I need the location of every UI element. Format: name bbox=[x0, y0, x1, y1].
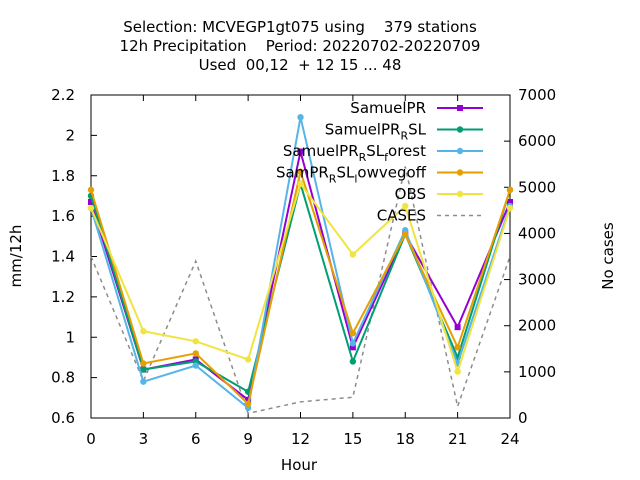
legend-marker bbox=[456, 126, 464, 133]
y2-tick-label: 7000 bbox=[518, 86, 556, 104]
chart-title: Selection: MCVEGP1gt075 using 379 statio… bbox=[120, 18, 481, 74]
data-point bbox=[297, 114, 304, 121]
data-point bbox=[140, 378, 147, 385]
data-point bbox=[140, 327, 147, 335]
data-point bbox=[454, 344, 461, 351]
y-axis-left: 0.6 0.8 1 1.2 1.4 1.6 1.8 2 2.2 bbox=[51, 86, 97, 427]
data-point bbox=[349, 251, 357, 258]
y-tick-label: 0.8 bbox=[51, 369, 75, 387]
legend: SamuelPR SamuelPRRSLSamuelPRRSLforestSamP… bbox=[276, 99, 483, 225]
data-point bbox=[87, 204, 95, 212]
y2-axis-label: No cases bbox=[599, 222, 617, 290]
legend-marker bbox=[456, 169, 464, 176]
x-tick-label: 0 bbox=[86, 430, 96, 448]
series-sampr-rsl-lowvegoff bbox=[87, 167, 514, 408]
x-axis-label: Hour bbox=[281, 456, 318, 474]
legend-marker bbox=[457, 105, 463, 111]
data-point bbox=[140, 360, 147, 367]
y-tick-label: 2 bbox=[65, 126, 75, 144]
data-point bbox=[506, 186, 514, 194]
y-axis-right: 0 1000 2000 3000 4000 5000 6000 7000 bbox=[504, 86, 556, 427]
y2-tick-label: 6000 bbox=[518, 132, 556, 150]
x-tick-label: 24 bbox=[500, 430, 519, 448]
legend-marker bbox=[456, 190, 464, 198]
y-tick-label: 2.2 bbox=[51, 86, 75, 104]
y-tick-label: 1 bbox=[65, 328, 75, 346]
y-tick-label: 0.6 bbox=[51, 409, 75, 427]
title-line-3: Used 00,12 + 12 15 ... 48 bbox=[199, 56, 402, 74]
x-tick-label: 6 bbox=[191, 430, 201, 448]
data-point bbox=[87, 186, 95, 194]
series-obs bbox=[87, 180, 514, 375]
data-point bbox=[297, 168, 304, 175]
title-line-1: Selection: MCVEGP1gt075 using 379 statio… bbox=[123, 18, 477, 36]
data-point bbox=[349, 330, 357, 337]
series-line-obs bbox=[90, 181, 511, 375]
title-line-2: 12h Precipitation Period: 20220702-20220… bbox=[120, 37, 481, 55]
data-point bbox=[349, 340, 357, 347]
data-point bbox=[349, 358, 357, 365]
x-axis: 0 3 6 9 12 15 18 21 24 bbox=[86, 95, 520, 448]
series-line-samuelpr-rsl-forest bbox=[90, 116, 511, 410]
legend-label-obs: OBS bbox=[395, 185, 426, 203]
data-point bbox=[402, 202, 409, 210]
x-tick-label: 9 bbox=[243, 430, 253, 448]
legend-marker bbox=[456, 147, 464, 155]
x-tick-label: 21 bbox=[448, 430, 467, 448]
data-point bbox=[88, 198, 94, 205]
y-tick-label: 1.2 bbox=[51, 288, 75, 306]
series-lines bbox=[87, 114, 514, 415]
x-tick-label: 15 bbox=[343, 430, 362, 448]
y-tick-label: 1.4 bbox=[51, 248, 75, 266]
series-cases bbox=[90, 166, 511, 415]
y-axis-label: mm/12h bbox=[7, 225, 25, 288]
data-point bbox=[244, 400, 252, 408]
series-line-samuelpr bbox=[90, 151, 511, 402]
data-point bbox=[454, 324, 461, 331]
data-point bbox=[402, 231, 409, 238]
x-tick-label: 3 bbox=[139, 430, 149, 448]
legend-label-samuelpr-rsl: SamuelPRRSL bbox=[325, 121, 427, 143]
series-line-sampr-rsl-lowvegoff bbox=[90, 167, 511, 406]
data-point bbox=[192, 350, 199, 357]
y2-tick-label: 0 bbox=[518, 409, 528, 427]
y2-tick-label: 4000 bbox=[518, 224, 556, 242]
y-tick-label: 1.8 bbox=[51, 167, 75, 185]
data-point bbox=[140, 366, 147, 373]
legend-label-cases: CASES bbox=[377, 207, 426, 225]
data-point bbox=[192, 338, 199, 345]
y-tick-label: 1.6 bbox=[51, 207, 75, 225]
legend-label-samuelpr-rsl-forest: SamuelPRRSLforest bbox=[283, 142, 426, 164]
data-point bbox=[192, 362, 199, 369]
y2-tick-label: 1000 bbox=[518, 363, 556, 381]
series-line-cases bbox=[90, 166, 511, 415]
data-point bbox=[297, 180, 304, 188]
legend-label-sampr-rsl-lowvegoff: SamPRRSLlowvegoff bbox=[276, 164, 427, 186]
data-point bbox=[454, 368, 461, 375]
y2-tick-label: 5000 bbox=[518, 178, 556, 196]
data-point bbox=[506, 204, 514, 212]
x-tick-label: 12 bbox=[291, 430, 310, 448]
y2-tick-label: 2000 bbox=[518, 317, 556, 335]
legend-label-samuelpr: SamuelPR bbox=[350, 99, 426, 117]
x-tick-label: 18 bbox=[396, 430, 415, 448]
y2-tick-label: 3000 bbox=[518, 271, 556, 289]
data-point bbox=[349, 344, 356, 351]
data-point bbox=[297, 148, 304, 155]
data-point bbox=[507, 198, 513, 205]
data-point bbox=[244, 356, 252, 363]
